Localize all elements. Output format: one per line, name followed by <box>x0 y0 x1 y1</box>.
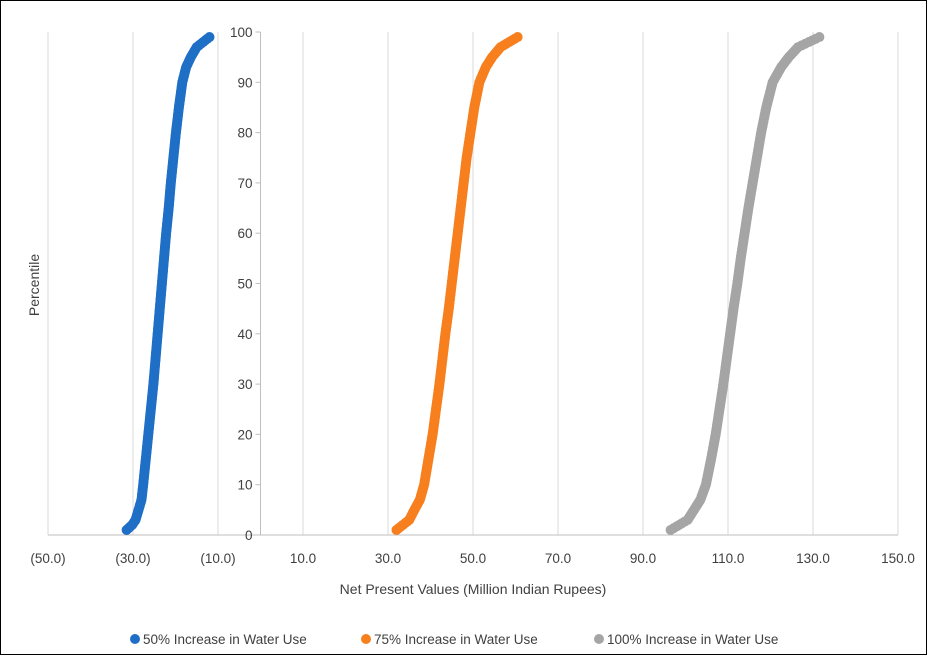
x-tick-label: (10.0) <box>200 551 235 566</box>
x-tick-label: (30.0) <box>115 551 150 566</box>
y-tick-label: 90 <box>237 75 252 90</box>
x-tick-label: 30.0 <box>375 551 401 566</box>
y-tick-label: 30 <box>237 377 252 392</box>
y-tick-label: 80 <box>237 126 252 141</box>
legend-item: 75% Increase in Water Use <box>361 632 538 647</box>
data-point <box>814 32 825 43</box>
y-tick-label: 100 <box>230 25 253 40</box>
x-tick-label: 70.0 <box>545 551 571 566</box>
series-2 <box>391 32 523 535</box>
y-tick-label: 20 <box>237 427 252 442</box>
legend-marker <box>130 634 140 644</box>
x-tick-label: 10.0 <box>290 551 316 566</box>
x-tick-label: 130.0 <box>796 551 830 566</box>
legend-label: 100% Increase in Water Use <box>607 632 778 647</box>
legend-label: 75% Increase in Water Use <box>374 632 538 647</box>
x-tick-label: 150.0 <box>881 551 915 566</box>
legend-label: 50% Increase in Water Use <box>143 632 307 647</box>
legend-item: 100% Increase in Water Use <box>594 632 778 647</box>
y-tick-label: 10 <box>237 478 252 493</box>
series-3 <box>665 32 825 535</box>
x-tick-label: (50.0) <box>30 551 65 566</box>
x-axis-title: Net Present Values (Million Indian Rupee… <box>340 581 607 597</box>
x-tick-label: 50.0 <box>460 551 486 566</box>
legend: 50% Increase in Water Use 75% Increase in… <box>130 632 778 647</box>
y-tick-label: 70 <box>237 176 252 191</box>
series-1 <box>121 32 215 535</box>
y-axis-title: Percentile <box>26 254 42 316</box>
legend-item: 50% Increase in Water Use <box>130 632 307 647</box>
y-tick-label: 50 <box>237 277 252 292</box>
x-tick-label: 110.0 <box>712 551 745 566</box>
legend-marker <box>594 634 604 644</box>
y-tick-label: 40 <box>237 327 252 342</box>
axis-layer <box>48 31 898 536</box>
y-tick-label: 0 <box>245 528 253 543</box>
legend-marker <box>361 634 371 644</box>
y-tick-label: 60 <box>237 226 252 241</box>
x-tick-label: 90.0 <box>630 551 656 566</box>
data-point <box>512 32 523 43</box>
label-layer: (50.0) (30.0) (10.0) 10.0 30.0 50.0 70.0 90.0 11… <box>30 25 915 566</box>
series-layer <box>121 32 825 535</box>
data-point <box>204 32 215 43</box>
